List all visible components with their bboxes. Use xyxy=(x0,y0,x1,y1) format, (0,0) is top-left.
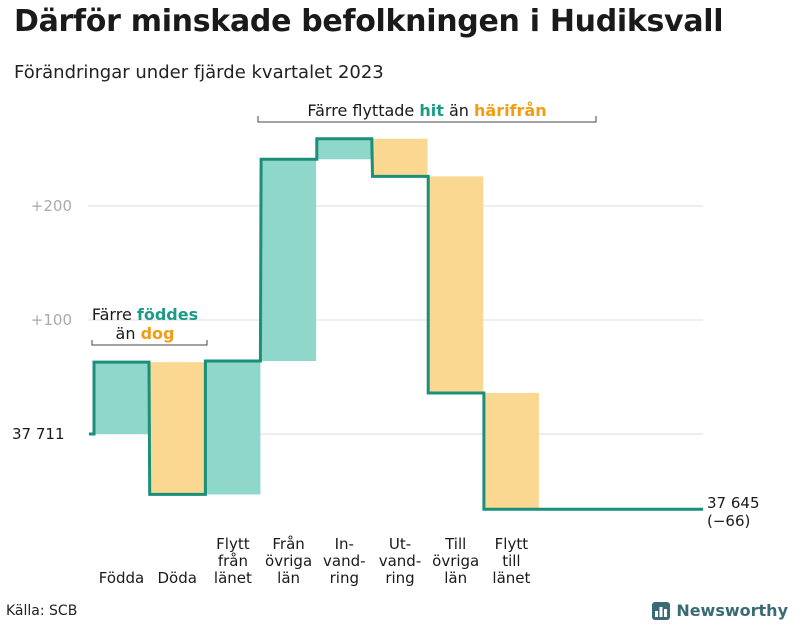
category-label: Födda xyxy=(99,569,145,587)
waterfall-bar xyxy=(205,361,261,495)
category-label: Flytt från länet xyxy=(214,535,252,587)
move-annotation: Färre flyttade hit än härifrån xyxy=(307,101,546,120)
move-bracket xyxy=(257,116,597,123)
birth-bracket xyxy=(91,340,208,346)
birth-annotation-line2: än dog xyxy=(116,324,175,343)
birth-annotation-line1: Färre föddes xyxy=(92,305,198,324)
category-label: Från övriga län xyxy=(265,535,312,587)
brand-name: Newsworthy xyxy=(676,601,788,620)
category-label: Ut-vand-ring xyxy=(379,535,422,587)
waterfall-bar xyxy=(428,176,484,393)
brand-logo: Newsworthy xyxy=(652,601,788,620)
category-label: Flytt till länet xyxy=(492,535,530,587)
waterfall-bar xyxy=(149,362,205,495)
newsworthy-icon xyxy=(652,601,671,620)
chart-title: Därför minskade befolkningen i Hudiksval… xyxy=(14,4,724,39)
waterfall-bar xyxy=(261,159,317,362)
y-tick-label: +100 xyxy=(31,311,72,329)
source-label: Källa: SCB xyxy=(6,603,78,619)
end-value-label: 37 645 xyxy=(707,494,760,512)
waterfall-bar xyxy=(483,392,539,510)
waterfall-bar xyxy=(94,362,149,434)
waterfall-bar xyxy=(316,138,372,160)
y-tick-label: +200 xyxy=(31,197,72,215)
start-value-label: 37 711 xyxy=(12,425,65,443)
waterfall-bar xyxy=(372,138,428,177)
chart-subtitle: Förändringar under fjärde kvartalet 2023 xyxy=(14,62,384,83)
category-label: In-vand-ring xyxy=(323,535,366,587)
end-change-label: (−66) xyxy=(707,512,750,530)
category-label: Till övriga län xyxy=(432,535,479,587)
category-label: Döda xyxy=(157,569,196,587)
step-line xyxy=(89,137,703,511)
